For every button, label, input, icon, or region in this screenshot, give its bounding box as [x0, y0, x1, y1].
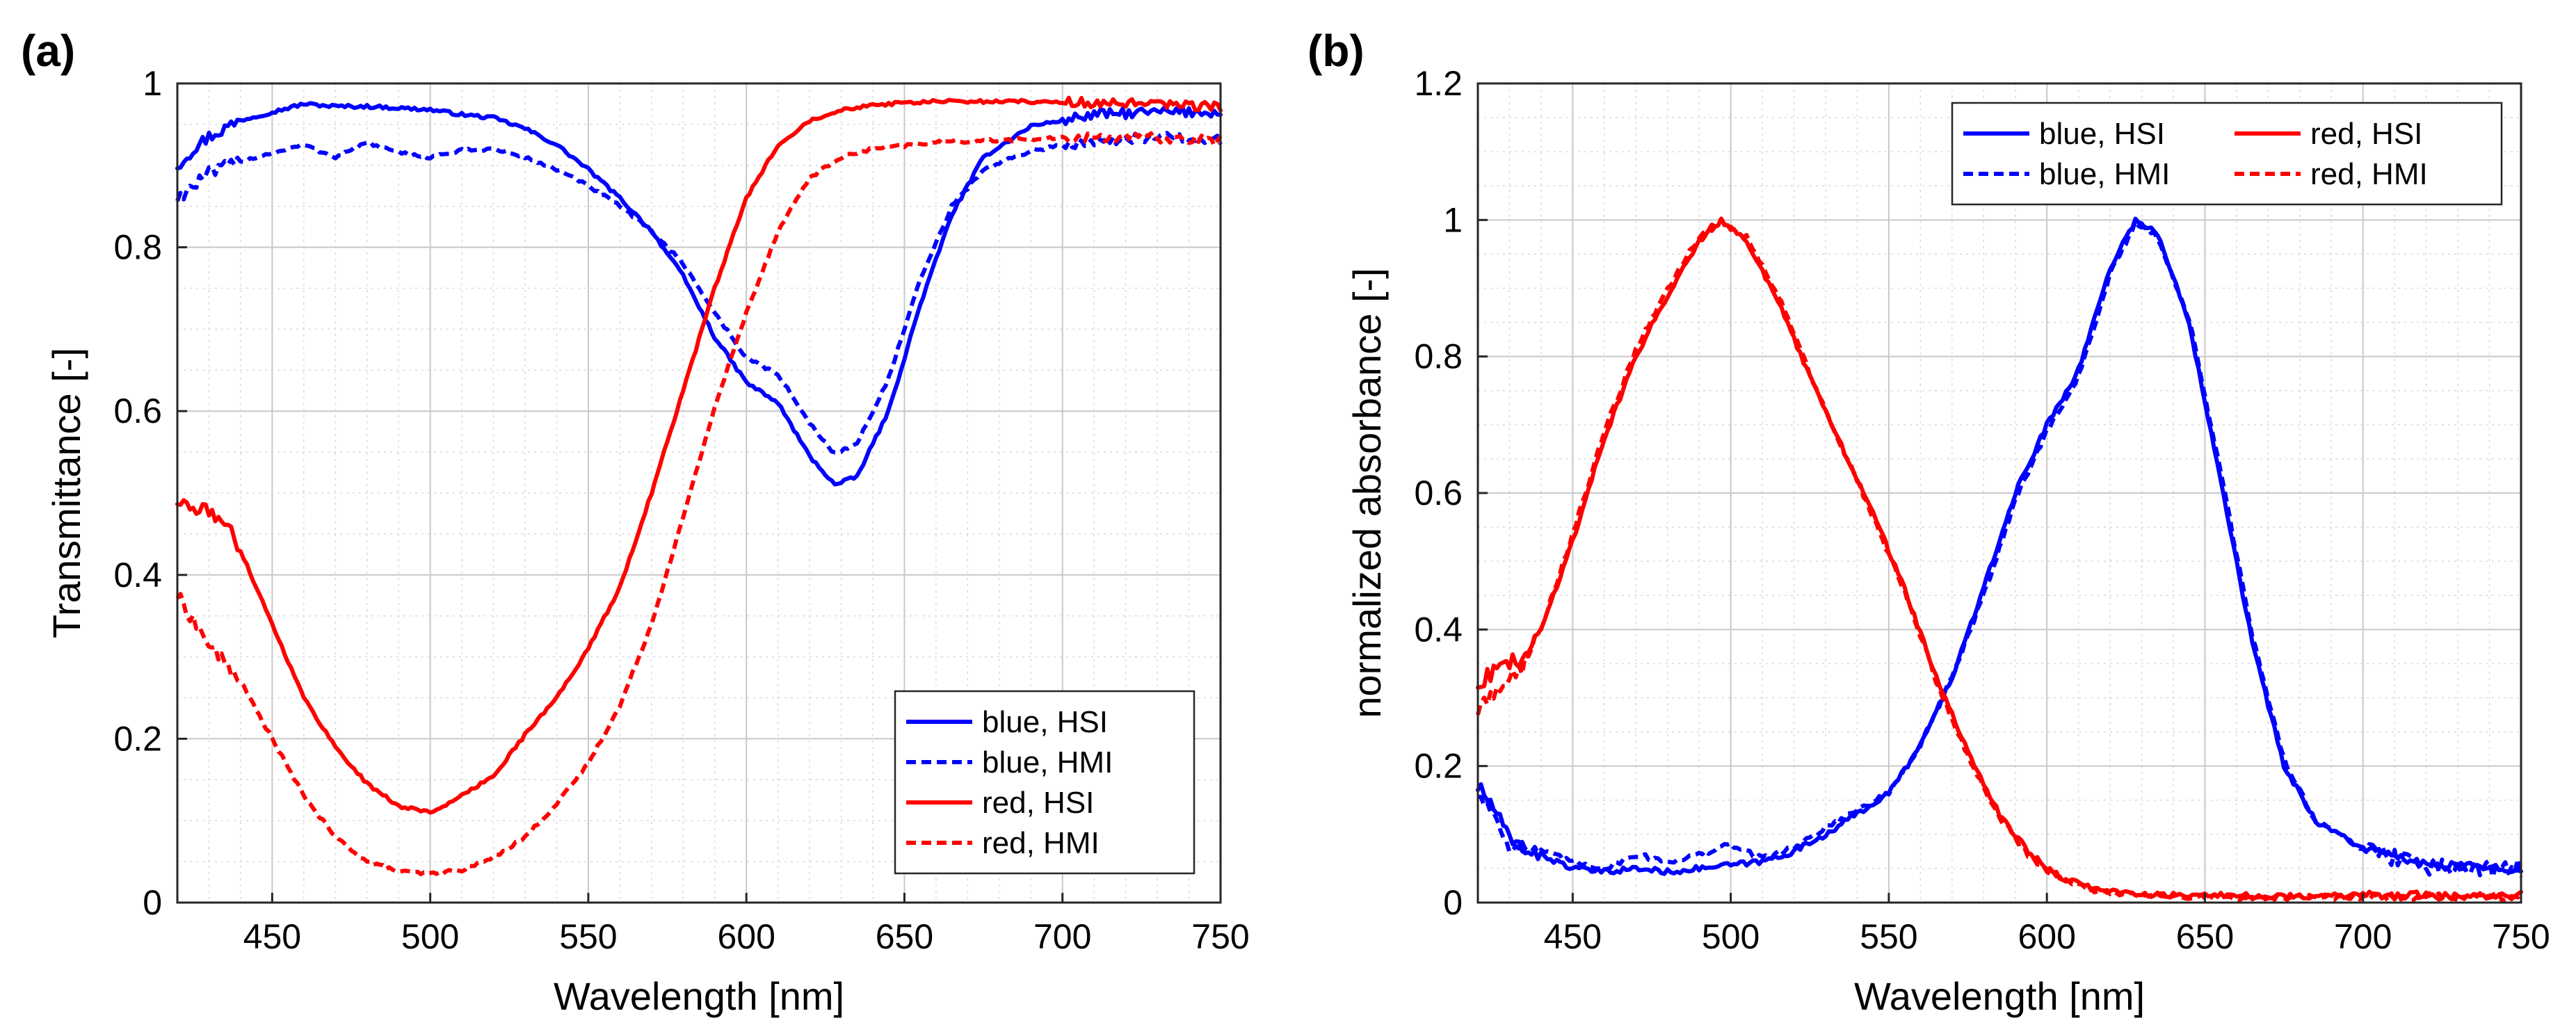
series-line-blue-hsi	[175, 101, 1223, 487]
y-tick-label: 0.6	[113, 391, 162, 430]
y-tick-label: 0.4	[1414, 610, 1463, 649]
series-line-blue-hmi	[1477, 218, 2523, 880]
legend-entry-label: red, HMI	[2310, 157, 2428, 191]
panel-a-axes-frame	[176, 82, 1222, 904]
x-tick-label: 600	[717, 917, 775, 956]
legend-entry-label: red, HSI	[982, 786, 1094, 820]
legend-box	[1951, 102, 2503, 206]
x-tick-label: 650	[2176, 917, 2234, 956]
series-line-red-hsi	[175, 95, 1223, 815]
y-tick-label: 1	[1443, 200, 1463, 239]
series-line-blue-hmi	[175, 131, 1223, 455]
x-tick-label: 500	[401, 917, 459, 956]
series-line-blue-hsi	[1476, 216, 2523, 876]
panel-b-legend: blue, HSI blue, HMI red, HSI red, HMI	[1951, 102, 2503, 206]
y-tick-label: 0.2	[113, 719, 162, 758]
x-tick-label: 500	[1702, 917, 1760, 956]
panel-a-series-group	[175, 95, 1223, 877]
y-tick-label: 0	[143, 883, 162, 922]
y-tick-label: 0.2	[1414, 747, 1463, 786]
panel-a-ticks: 450 500 550 600 650 700 750 0 0.2 0.4 0.6 0.8 1	[113, 64, 1249, 956]
legend-entry-label: blue, HSI	[982, 705, 1108, 739]
panel-b-ticks: 450 500 550 600 650 700 750 0 0.2 0.4 0.6 0.8 1 1.2	[1414, 64, 2550, 956]
panel-a: (a) 450 500 550 600 650 700 75000.20.40.60.81 …	[21, 26, 1250, 1018]
panel-b-series-group	[1476, 216, 2523, 903]
panel-a-y-axis-label: Transmittance [-]	[45, 348, 88, 638]
panel-b-label: (b)	[1307, 26, 1365, 76]
x-tick-label: 450	[1544, 917, 1602, 956]
panel-b-y-axis-label: normalized absorbance [-]	[1345, 268, 1389, 718]
y-tick-label: 0.4	[113, 556, 162, 595]
y-tick-label: 0	[1443, 883, 1463, 922]
y-tick-label: 0.8	[1414, 337, 1463, 376]
x-tick-label: 450	[243, 917, 301, 956]
x-tick-label: 550	[1860, 917, 1917, 956]
x-tick-label: 700	[1033, 917, 1091, 956]
panel-a-legend: blue, HSI blue, HMI red, HSI red, HMI	[894, 690, 1196, 875]
legend-entry-label: blue, HMI	[982, 745, 1113, 779]
legend-entry-label: blue, HSI	[2039, 117, 2165, 151]
panel-b: (b) 450 500 550 600 650 700 750 0 0.2 0.4 0.6 0.8 1 1…	[1307, 26, 2550, 1018]
series-line-red-hmi	[1476, 216, 2523, 903]
y-tick-label: 0.6	[1414, 474, 1463, 512]
panel-b-x-axis-label: Wavelength [nm]	[1854, 974, 2145, 1018]
legend-entry-label: red, HMI	[982, 826, 1100, 860]
y-tick-label: 0.8	[113, 228, 162, 267]
series-line-red-hmi	[175, 130, 1223, 877]
x-tick-label: 550	[559, 917, 617, 956]
panel-a-label: (a)	[21, 26, 75, 76]
x-tick-label: 600	[2018, 917, 2075, 956]
y-tick-label: 1.2	[1414, 64, 1463, 103]
legend-entry-label: red, HSI	[2310, 117, 2422, 151]
x-tick-label: 750	[2492, 917, 2550, 956]
legend-entry-label: blue, HMI	[2039, 157, 2170, 191]
x-tick-label: 700	[2334, 917, 2392, 956]
y-tick-label: 1	[143, 64, 162, 103]
panel-a-x-axis-label: Wavelength [nm]	[554, 974, 844, 1018]
x-tick-label: 650	[876, 917, 933, 956]
x-tick-label: 750	[1191, 917, 1249, 956]
